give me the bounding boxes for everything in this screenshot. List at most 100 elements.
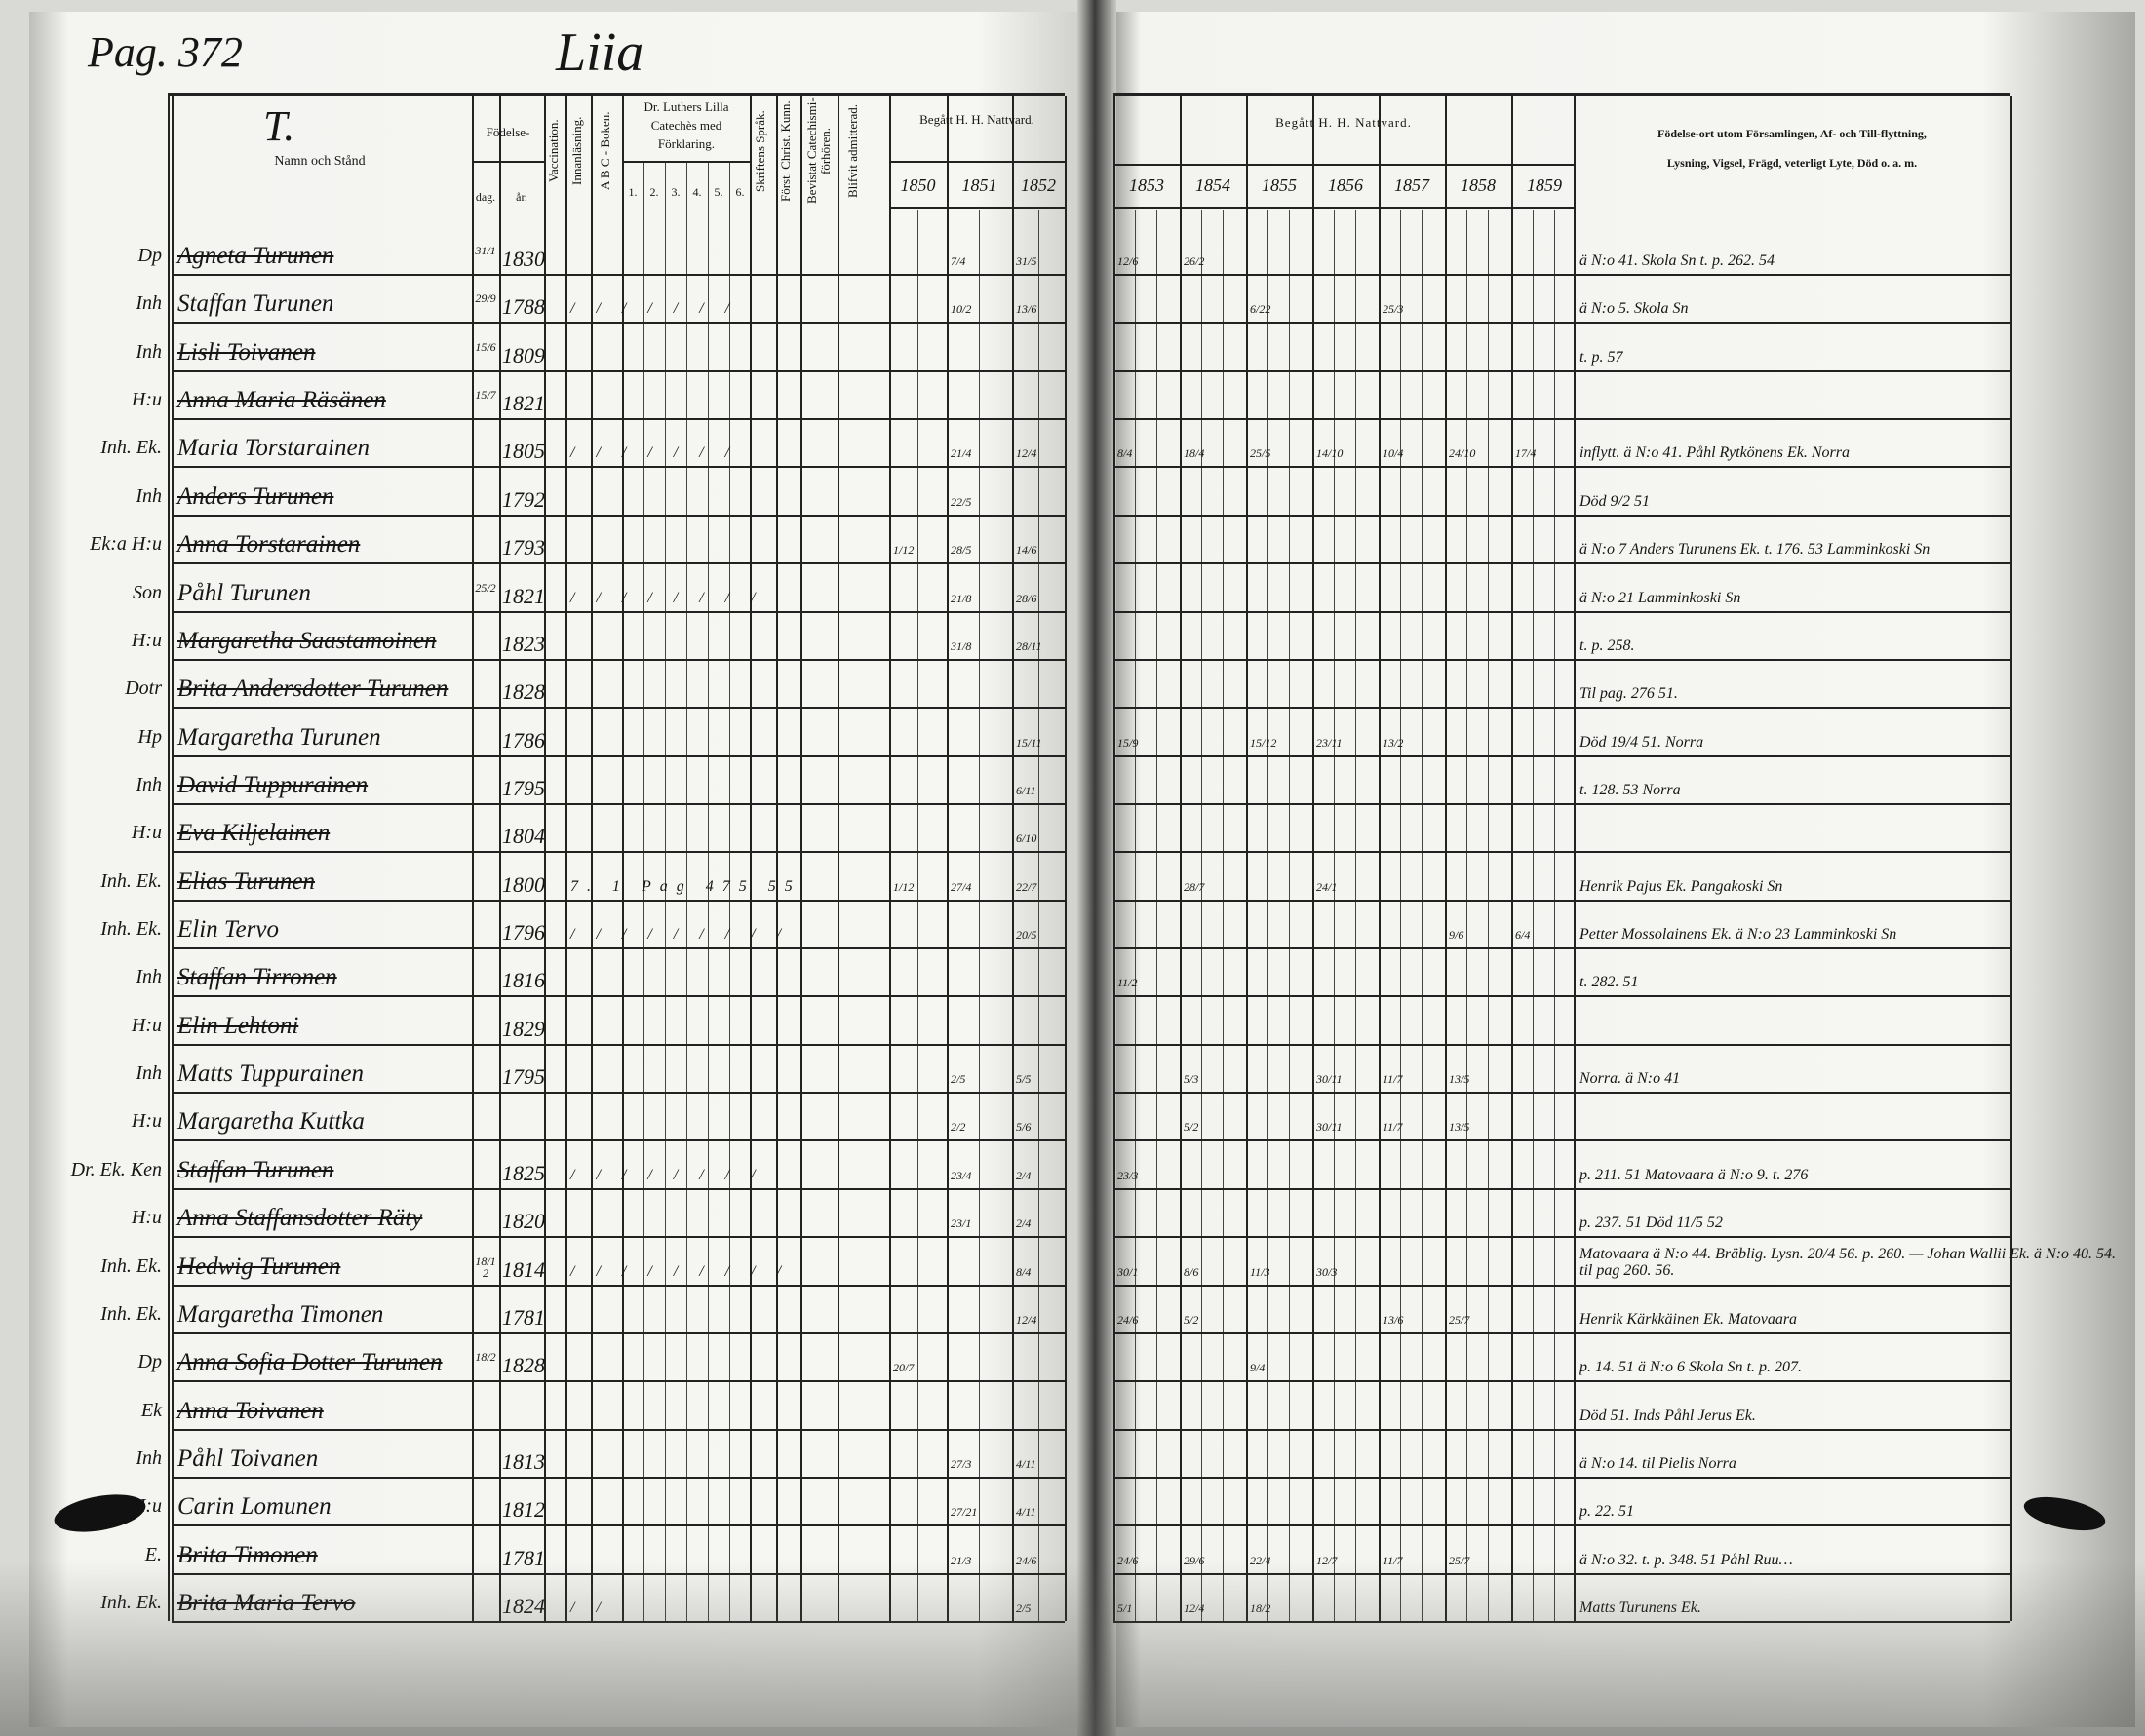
row-rule	[1113, 369, 2010, 372]
communion-mark: 6/4	[1515, 928, 1531, 943]
header-catechism-part: 1.	[628, 185, 638, 199]
row-rule	[172, 802, 1065, 805]
row-status: Inh. Ek.	[100, 437, 162, 459]
row-rule	[172, 369, 1065, 372]
communion-mark: 5/3	[1184, 1072, 1199, 1087]
row-status: Inh	[136, 340, 162, 363]
header-catechism-part: 2.	[649, 185, 659, 199]
communion-mark: 10/2	[951, 302, 972, 317]
row-rule	[172, 1092, 1065, 1095]
column-rule	[2010, 96, 2012, 1622]
row-remark: inflytt. ä N:o 41. Påhl Rytkönens Ek. No…	[1580, 444, 1851, 462]
column-rule	[1511, 96, 1513, 1622]
communion-mark: 30/11	[1316, 1120, 1343, 1135]
row-rule	[1113, 1187, 2010, 1190]
row-rule	[172, 274, 1065, 276]
communion-mark: 11/7	[1383, 1072, 1403, 1087]
row-birth-year: 1820	[502, 1209, 545, 1234]
column-rule	[1422, 210, 1423, 1622]
column-rule	[1312, 96, 1314, 1622]
row-rule	[1113, 802, 2010, 805]
left-page	[29, 12, 1082, 1727]
row-remark: ä N:o 32. t. p. 348. 51 Påhl Ruu…	[1580, 1551, 1793, 1568]
row-birth-year: 1793	[502, 535, 545, 560]
communion-mark: 4/11	[1016, 1457, 1036, 1471]
row-rule	[172, 466, 1065, 469]
row-status: Inh. Ek.	[100, 1302, 162, 1325]
row-birth-year: 1781	[502, 1304, 545, 1330]
communion-mark: 9/6	[1449, 928, 1464, 943]
communion-mark: 6/22	[1250, 302, 1271, 317]
row-birth-year: 1788	[502, 294, 545, 320]
column-rule	[1180, 96, 1182, 1622]
header-rule	[889, 161, 1065, 163]
row-rule	[172, 1043, 1065, 1046]
year-header: 1858	[1461, 175, 1496, 195]
column-rule	[686, 161, 687, 1622]
communion-mark: 13/5	[1449, 1120, 1470, 1135]
row-birth-day: 29/9	[475, 291, 496, 306]
row-remark: t. p. 258.	[1580, 637, 1635, 654]
column-rule	[665, 161, 666, 1622]
column-rule	[708, 161, 709, 1622]
communion-mark: 5/6	[1016, 1120, 1032, 1135]
row-rule	[172, 899, 1065, 902]
communion-mark: 11/3	[1250, 1264, 1270, 1279]
communion-mark: 8/4	[1016, 1264, 1032, 1279]
header-catechism-part: 5.	[714, 185, 723, 199]
row-rule	[1113, 899, 2010, 902]
communion-mark: 20/7	[893, 1361, 915, 1375]
row-rule	[172, 1139, 1065, 1142]
row-status: Dp	[137, 245, 162, 266]
row-status: H:u	[131, 1110, 162, 1133]
row-remark: Matts Turunens Ek.	[1580, 1600, 1701, 1617]
communion-mark: 11/7	[1383, 1120, 1403, 1135]
section-letter: T.	[263, 102, 295, 150]
communion-mark: 24/10	[1449, 446, 1476, 461]
communion-mark: 22/5	[951, 494, 972, 509]
communion-mark: 29/6	[1184, 1553, 1205, 1567]
communion-mark: 6/10	[1016, 831, 1037, 846]
row-birth-year: 1792	[502, 486, 545, 512]
column-rule	[1334, 210, 1335, 1622]
communion-mark: 28/5	[951, 543, 972, 558]
row-name: Eva Kiljelainen	[177, 820, 331, 847]
row-status: Inh. Ek.	[100, 918, 162, 941]
row-status: Inh. Ek.	[100, 1592, 162, 1614]
row-status: Inh	[136, 1447, 162, 1469]
row-catechism-marks: / / / / / / /	[570, 444, 739, 462]
header-rule	[1113, 164, 1574, 166]
communion-mark: 23/1	[951, 1216, 972, 1231]
row-birth-day: 15/6	[475, 339, 496, 354]
row-rule	[1113, 514, 2010, 517]
page-number: Pag. 372	[88, 28, 243, 76]
communion-mark: 14/6	[1016, 543, 1037, 558]
column-rule	[1466, 210, 1467, 1622]
row-birth-day: 18/2	[475, 1350, 496, 1365]
communion-mark: 5/2	[1184, 1120, 1199, 1135]
communion-mark: 2/4	[1016, 1168, 1032, 1182]
communion-mark: 2/5	[951, 1072, 966, 1087]
header-rule	[622, 161, 750, 163]
row-status: Inh	[136, 292, 162, 315]
row-birth-year: 1828	[502, 1353, 545, 1378]
row-birth-day: 15/7	[475, 388, 496, 403]
header-catechism-part: 3.	[671, 185, 681, 199]
row-name: Anna Staffansdotter Räty	[177, 1205, 423, 1232]
communion-mark: 20/5	[1016, 928, 1037, 943]
row-name: Margaretha Kuttka	[177, 1108, 365, 1136]
header-first-christ: Först. Christ. Kunn.	[778, 100, 793, 202]
communion-mark: 27/4	[951, 879, 972, 894]
row-status: Ek:a H:u	[90, 533, 162, 556]
communion-mark: 17/4	[1515, 446, 1537, 461]
communion-mark: 11/7	[1383, 1553, 1403, 1567]
row-status: Inh	[136, 1062, 162, 1085]
communion-mark: 31/5	[1016, 254, 1037, 268]
row-birth-year: 1830	[502, 247, 545, 271]
row-catechism-marks: / / / / / / / / /	[570, 926, 791, 944]
row-remark: Petter Mossolainens Ek. ä N:o 23 Lammink…	[1580, 926, 1897, 944]
communion-mark: 9/4	[1250, 1361, 1266, 1375]
row-status: Inh	[136, 773, 162, 795]
row-name: David Tuppurainen	[177, 771, 369, 798]
village-title: Liia	[556, 22, 644, 83]
